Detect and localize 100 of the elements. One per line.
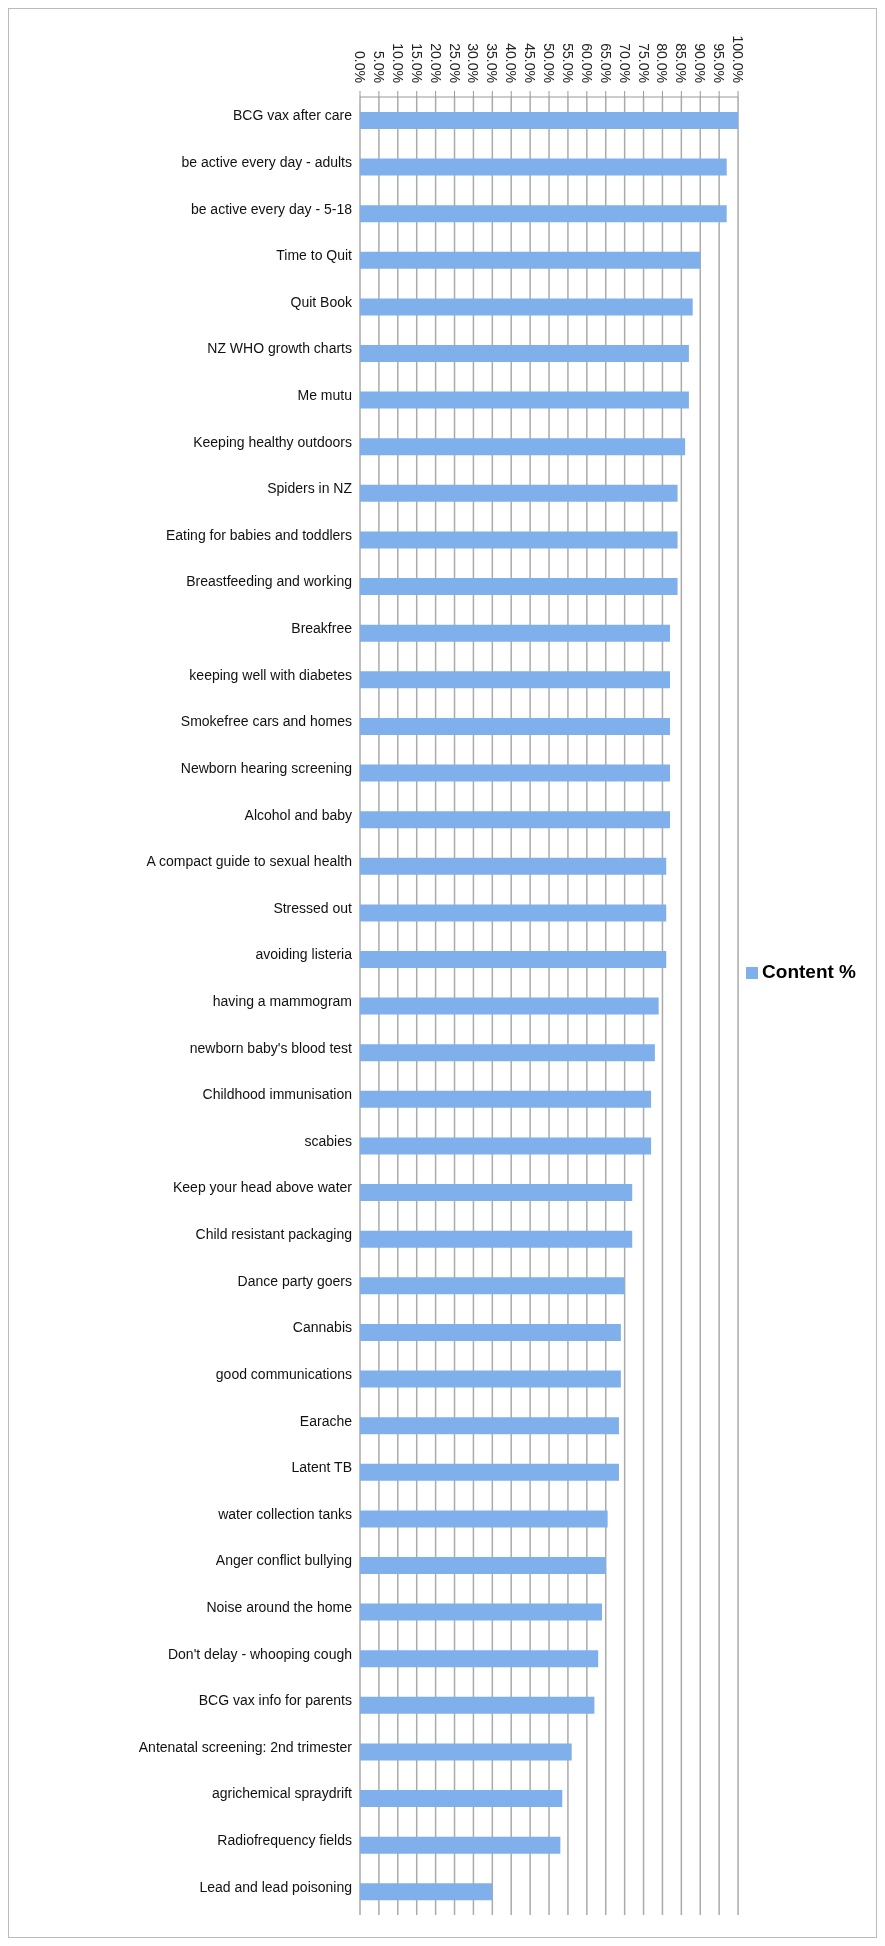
bar — [360, 1696, 595, 1714]
y-tick-label: Lead and lead poisoning — [199, 1878, 352, 1895]
y-tick-label: Smokefree cars and homes — [180, 713, 352, 730]
legend-label: Content % — [762, 961, 856, 982]
bar — [360, 205, 727, 223]
y-tick-label: scabies — [304, 1132, 352, 1149]
bar — [360, 1137, 652, 1155]
y-tick-label: Quit Book — [290, 293, 353, 310]
bar — [360, 1277, 625, 1295]
y-tick-label: Stressed out — [273, 899, 353, 916]
bar — [360, 1743, 572, 1761]
x-tick-label: 25.0% — [446, 43, 463, 83]
bar — [360, 578, 678, 596]
x-tick-label: 60.0% — [578, 43, 595, 83]
bar — [360, 811, 671, 829]
y-tick-label: BCG vax info for parents — [198, 1692, 352, 1709]
bar — [360, 1510, 608, 1528]
y-tick-label: Anger conflict bullying — [215, 1552, 352, 1569]
y-tick-label: Latent TB — [291, 1459, 352, 1476]
x-tick-label: 10.0% — [389, 43, 406, 83]
bar — [360, 1184, 633, 1202]
y-tick-label: water collection tanks — [217, 1505, 352, 1522]
y-tick-label: Spiders in NZ — [267, 480, 353, 497]
y-tick-label: Eating for babies and toddlers — [165, 526, 352, 543]
bar — [360, 484, 678, 502]
x-tick-label: 45.0% — [522, 43, 539, 83]
y-tick-label: Antenatal screening: 2nd trimester — [138, 1738, 353, 1755]
y-tick-label: keeping well with diabetes — [189, 666, 352, 683]
y-tick-label: Don't delay - whooping cough — [167, 1645, 352, 1662]
x-tick-label: 90.0% — [692, 43, 709, 83]
bar — [360, 1323, 621, 1341]
x-tick-label: 70.0% — [616, 43, 633, 83]
bar — [360, 1044, 655, 1062]
y-tick-label: BCG vax after care — [232, 107, 353, 124]
bar — [360, 857, 667, 875]
y-tick-label: Noise around the home — [206, 1599, 353, 1615]
bar — [360, 1090, 652, 1108]
y-tick-label: be active every day - 5-18 — [190, 200, 353, 217]
bar — [360, 1883, 493, 1901]
bar — [360, 158, 727, 176]
x-tick-label: 100.0% — [730, 35, 747, 83]
bar — [360, 764, 671, 782]
bar — [360, 671, 671, 689]
y-tick-label: Radiofrequency fields — [217, 1832, 352, 1849]
y-tick-label: Dance party goers — [237, 1272, 352, 1289]
bar — [360, 1790, 563, 1808]
bar — [360, 624, 671, 642]
y-tick-label: Newborn hearing screening — [180, 759, 352, 776]
x-tick-label: 30.0% — [465, 43, 482, 83]
y-tick-label: Breastfeeding and working — [186, 573, 352, 590]
bar — [360, 1463, 619, 1481]
y-tick-label: Me mutu — [297, 387, 352, 403]
bar — [360, 531, 678, 549]
y-tick-label: A compact guide to sexual health — [146, 853, 352, 870]
y-tick-label: Time to Quit — [276, 247, 353, 264]
y-tick-label: Keeping healthy outdoors — [193, 433, 352, 450]
bar — [360, 950, 667, 968]
x-tick-label: 85.0% — [673, 43, 690, 83]
bar — [360, 438, 686, 456]
x-tick-label: 0.0% — [352, 51, 368, 83]
x-tick-label: 75.0% — [635, 43, 652, 83]
y-tick-label: Earache — [299, 1412, 353, 1429]
y-tick-label: Breakfree — [291, 620, 353, 637]
bar — [360, 1230, 633, 1248]
x-tick-label: 5.0% — [370, 51, 387, 83]
y-tick-label: good communications — [215, 1365, 352, 1382]
x-tick-label: 35.0% — [484, 43, 501, 83]
bar — [360, 391, 689, 409]
y-tick-label: be active every day - adults — [181, 153, 352, 170]
bar — [360, 997, 659, 1015]
x-tick-label: 20.0% — [427, 43, 444, 83]
bar — [360, 904, 667, 922]
y-tick-label: Cannabis — [292, 1319, 352, 1336]
bar — [360, 1603, 602, 1621]
x-tick-label: 50.0% — [541, 43, 558, 83]
y-tick-label: Keep your head above water — [172, 1179, 353, 1196]
bar — [360, 344, 689, 362]
y-tick-label: newborn baby's blood test — [189, 1039, 353, 1056]
y-tick-label: Alcohol and baby — [244, 806, 352, 823]
y-tick-label: Childhood immunisation — [202, 1086, 352, 1103]
bar — [360, 1417, 619, 1435]
bar — [360, 1370, 621, 1388]
y-tick-label: agrichemical spraydrift — [211, 1785, 353, 1802]
bar — [360, 1556, 606, 1574]
bar — [360, 717, 671, 735]
x-tick-label: 65.0% — [597, 43, 614, 83]
bar — [360, 298, 693, 316]
x-tick-label: 95.0% — [711, 43, 728, 83]
x-tick-label: 80.0% — [654, 43, 671, 83]
y-tick-label: having a mammogram — [212, 993, 352, 1009]
y-tick-label: avoiding listeria — [255, 946, 353, 963]
y-tick-label: Child resistant packaging — [195, 1226, 352, 1243]
bar — [360, 1650, 599, 1668]
x-tick-label: 40.0% — [503, 43, 520, 83]
bar — [360, 251, 701, 269]
bar — [360, 111, 739, 129]
x-tick-label: 55.0% — [559, 43, 576, 83]
x-tick-label: 15.0% — [408, 43, 425, 83]
bar — [360, 1836, 561, 1854]
y-tick-label: NZ WHO growth charts — [207, 340, 352, 357]
